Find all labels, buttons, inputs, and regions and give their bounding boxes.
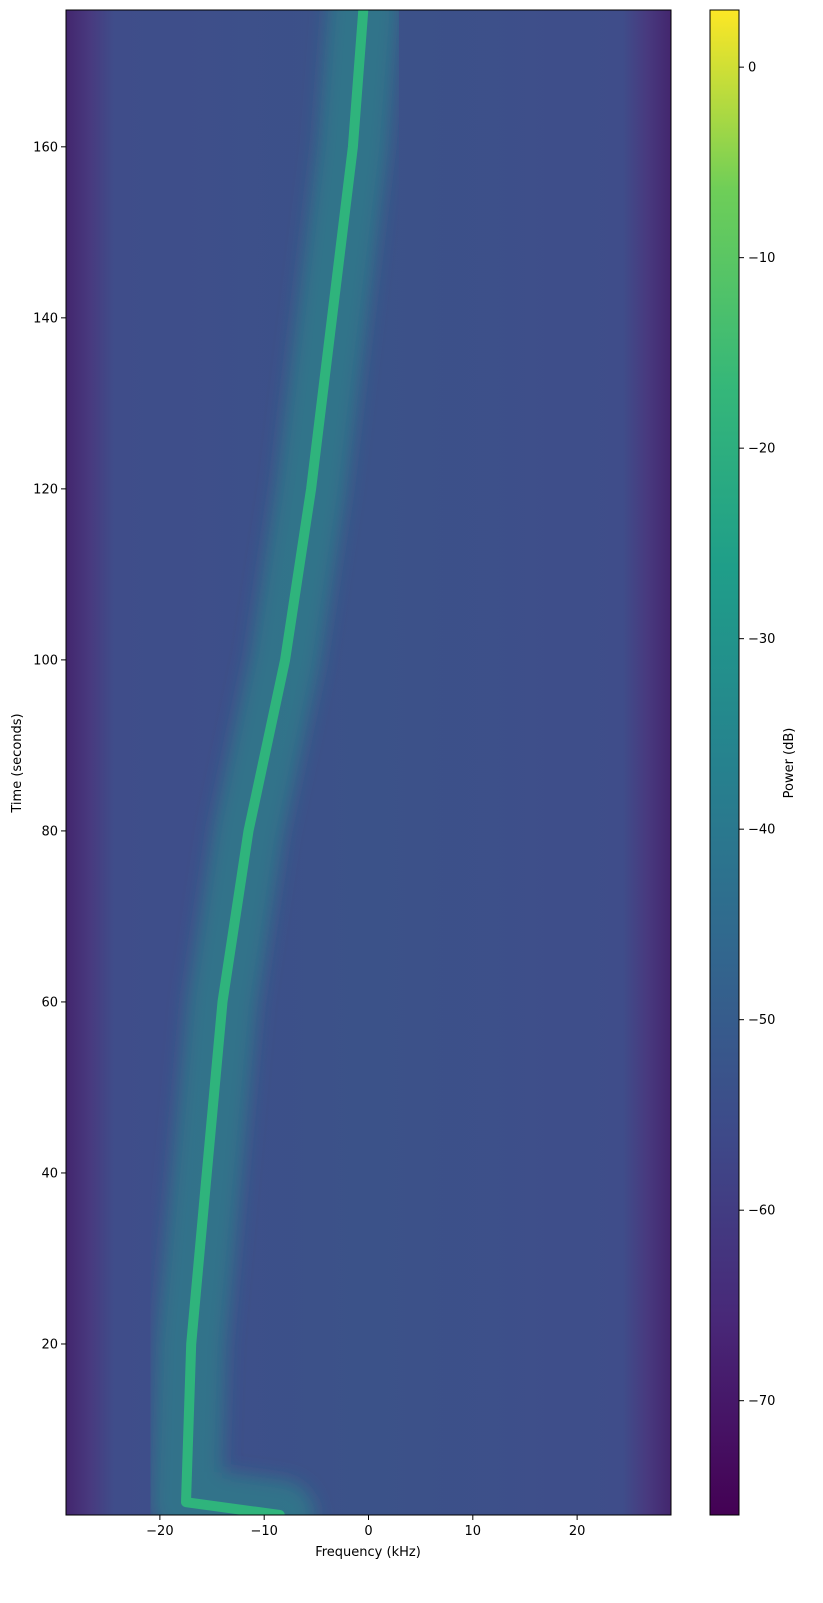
plot-area <box>65 9 672 1516</box>
y-tick-label: 40 <box>41 1166 58 1181</box>
signal-track-line <box>181 10 369 1515</box>
x-tick-label: −10 <box>250 1524 277 1539</box>
colorbar-gradient <box>709 9 740 1516</box>
y-axis: 20 40 60 80 100 120 140 160 <box>33 140 66 1352</box>
colorbar-tick-label: −50 <box>748 1013 775 1028</box>
y-tick-label: 20 <box>41 1337 58 1352</box>
y-axis-label: Time (seconds) <box>10 713 25 813</box>
x-tick-label: 10 <box>465 1524 482 1539</box>
colorbar: 0 −10 −20 −30 −40 −50 −60 −70 Power (dB) <box>709 9 797 1516</box>
colorbar-ticks: 0 −10 −20 −30 −40 −50 −60 −70 <box>739 61 775 1409</box>
y-tick-label: 80 <box>41 824 58 839</box>
x-axis: −20 −10 0 10 20 <box>146 1515 585 1539</box>
y-tick-label: 160 <box>33 140 58 155</box>
colorbar-tick-label: −60 <box>748 1204 775 1219</box>
y-tick-label: 120 <box>33 482 58 497</box>
x-axis-label: Frequency (kHz) <box>315 1545 421 1560</box>
x-tick-label: −20 <box>146 1524 173 1539</box>
x-tick-label: 0 <box>364 1524 372 1539</box>
colorbar-tick-label: 0 <box>748 61 756 76</box>
x-tick-label: 20 <box>569 1524 586 1539</box>
colorbar-label: Power (dB) <box>782 728 797 799</box>
colorbar-tick-label: −70 <box>748 1394 775 1409</box>
y-tick-label: 140 <box>33 311 58 326</box>
colorbar-tick-label: −30 <box>748 632 775 647</box>
y-tick-label: 100 <box>33 653 58 668</box>
colorbar-tick-label: −10 <box>748 251 775 266</box>
colorbar-tick-label: −40 <box>748 823 775 838</box>
y-tick-label: 60 <box>41 995 58 1010</box>
colorbar-tick-label: −20 <box>748 442 775 457</box>
